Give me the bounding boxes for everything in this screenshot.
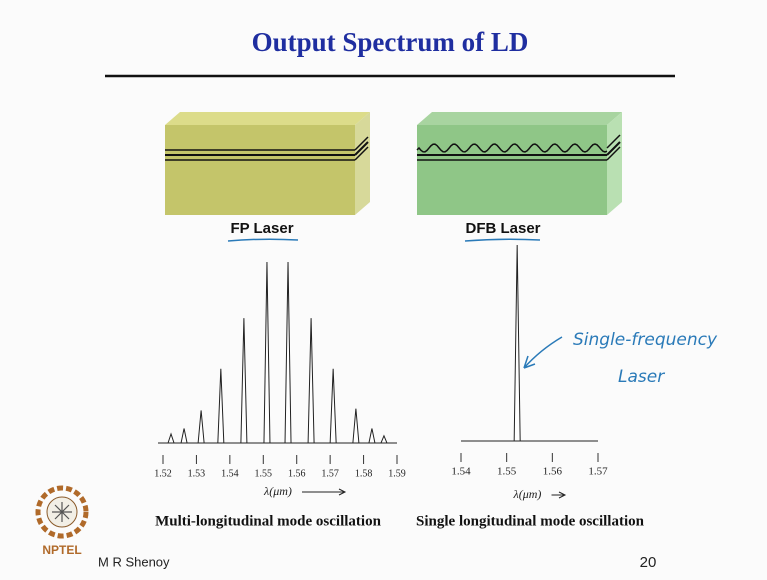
- x-tick-label: 1.58: [355, 468, 373, 479]
- x-tick-label: 1.53: [188, 468, 206, 479]
- x-tick-label: 1.54: [221, 468, 239, 479]
- page-number: 20: [640, 554, 657, 571]
- author: M R Shenoy: [98, 554, 170, 569]
- x-axis-label: λ(μm): [513, 487, 542, 501]
- x-axis-label: λ(μm): [263, 484, 292, 498]
- caption: Single longitudinal mode oscillation: [416, 513, 645, 529]
- x-tick-label: 1.55: [497, 466, 517, 478]
- x-tick-label: 1.55: [255, 468, 273, 479]
- panel-label: FP Laser: [230, 220, 293, 237]
- background: [0, 0, 767, 580]
- x-tick-label: 1.57: [588, 466, 608, 478]
- annotation: Laser: [618, 367, 665, 387]
- panel-label: DFB Laser: [465, 220, 540, 237]
- x-tick-label: 1.54: [451, 466, 471, 478]
- x-tick-label: 1.59: [388, 468, 406, 479]
- dfb-laser-block: [417, 112, 622, 215]
- logo-text: NPTEL: [42, 543, 81, 557]
- x-tick-label: 1.56: [543, 466, 563, 478]
- fp-laser-block: [165, 112, 370, 215]
- annotation: Single-frequency: [573, 330, 718, 350]
- caption: Multi-longitudinal mode oscillation: [155, 513, 382, 529]
- title: Output Spectrum of LD: [252, 27, 529, 57]
- x-tick-label: 1.56: [288, 468, 306, 479]
- slide: Output Spectrum of LD FP Laser DFB Laser…: [0, 0, 767, 580]
- x-tick-label: 1.57: [321, 468, 339, 479]
- x-tick-label: 1.52: [154, 468, 172, 479]
